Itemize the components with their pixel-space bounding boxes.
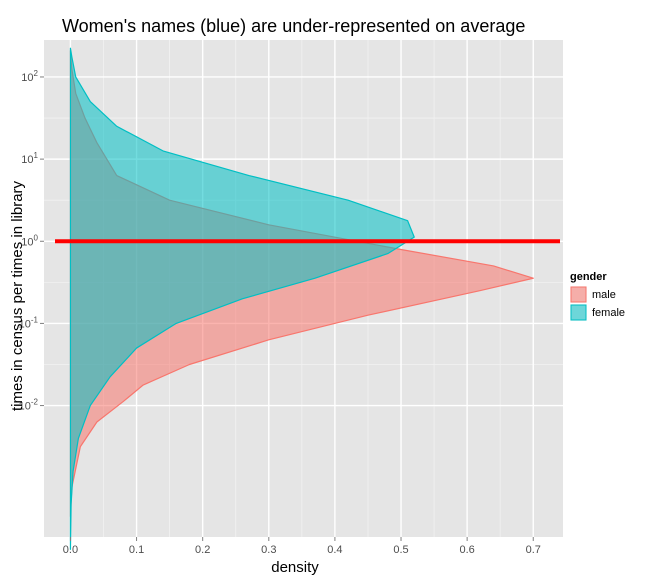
legend-label-male: male — [592, 289, 616, 301]
y-tick-label: 10-2 — [19, 398, 39, 413]
legend-key-female — [570, 304, 587, 321]
x-tick-label: 0.6 — [459, 544, 474, 556]
y-tick-label: 100 — [21, 233, 38, 248]
x-axis-label: density — [271, 559, 319, 576]
x-tick-label: 0.5 — [393, 544, 408, 556]
x-tick-label: 0.3 — [261, 544, 276, 556]
x-tick-label: 0.2 — [195, 544, 210, 556]
x-tick-label: 0.7 — [526, 544, 541, 556]
x-axis-ticks: 0.0 0.1 0.2 0.3 0.4 0.5 0.6 0.7 — [63, 537, 541, 556]
y-axis-label: times in census per times in library — [9, 180, 26, 411]
density-series — [69, 47, 534, 550]
chart-title: Women's names (blue) are under-represent… — [62, 16, 525, 36]
y-tick-label: 102 — [21, 69, 38, 84]
y-tick-label: 101 — [21, 151, 38, 166]
y-tick-label: 10-1 — [19, 315, 39, 330]
series-female-area — [69, 47, 415, 550]
legend: gender male female — [569, 271, 625, 322]
legend-title: gender — [570, 271, 607, 283]
legend-label-female: female — [592, 307, 625, 319]
x-tick-label: 0.4 — [327, 544, 342, 556]
legend-key-male — [570, 286, 587, 303]
y-axis-ticks: 10-2 10-1 100 101 102 — [19, 69, 44, 413]
x-tick-label: 0.1 — [129, 544, 144, 556]
x-tick-label: 0.0 — [63, 544, 78, 556]
